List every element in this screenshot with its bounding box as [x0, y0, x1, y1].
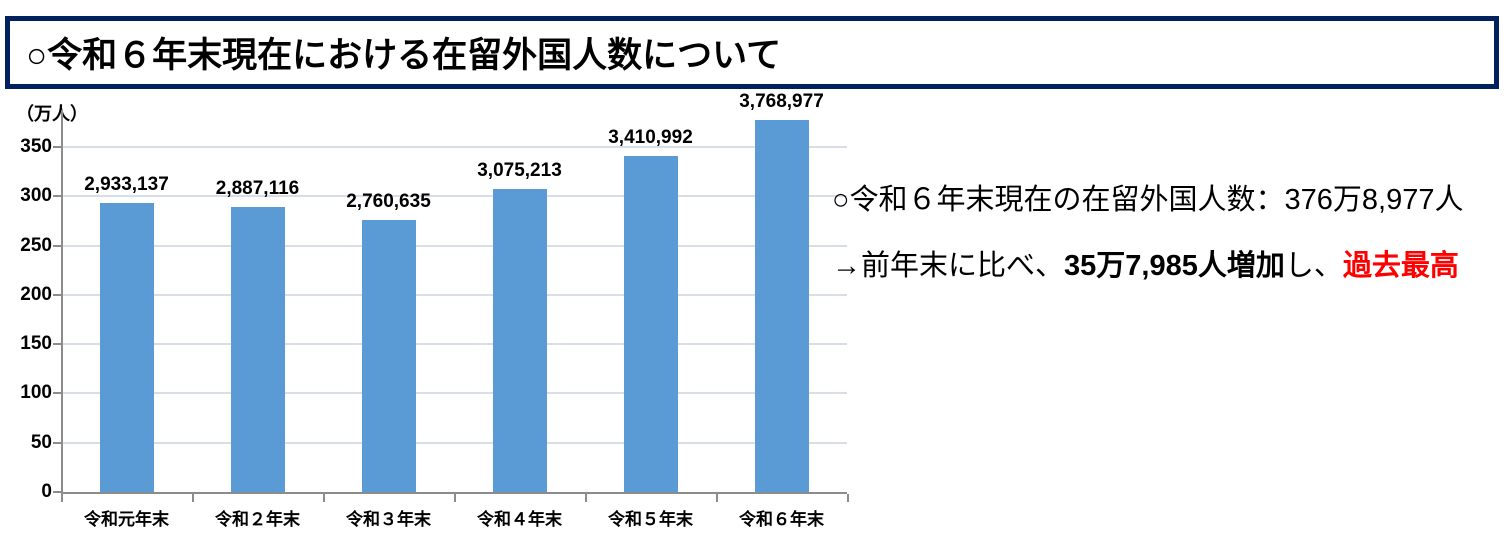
y-axis-tick-mark [53, 245, 61, 247]
summary-line-2-mid: し、 [1284, 250, 1343, 282]
summary-text: ○令和６年末現在の在留外国人数：376万8,977人 →前年末に比べ、35万7,… [832, 167, 1463, 299]
bar [492, 189, 547, 492]
x-axis-tick-mark [716, 494, 718, 502]
y-axis-tick-label: 100 [20, 382, 52, 403]
y-axis-tick-mark [53, 195, 61, 197]
bar [361, 220, 416, 492]
bar [99, 203, 154, 492]
x-axis-tick-mark [61, 494, 63, 502]
x-axis-tick-mark [454, 494, 456, 502]
x-axis-category-label: 令和５年末 [608, 510, 693, 529]
bar-value-label: 3,768,977 [739, 91, 824, 112]
gridline [63, 245, 847, 247]
x-axis-tick-mark [847, 494, 849, 502]
y-axis-line [61, 110, 63, 492]
bar [754, 120, 809, 492]
summary-increase-amount: 35万7,985人増加 [1064, 250, 1285, 282]
x-axis-category-label: 令和元年末 [84, 510, 169, 529]
title-banner: ○令和６年末現在における在留外国人数について [5, 16, 1499, 89]
gridline [63, 392, 847, 394]
y-axis-tick-label: 0 [41, 481, 52, 502]
gridline [63, 442, 847, 444]
gridline [63, 146, 847, 148]
bar [623, 156, 678, 492]
bar-chart: （万人） 0 50 100 150 200 250 300 350 2,933,137 令和元年末… [16, 91, 849, 529]
y-axis-tick-label: 150 [20, 333, 52, 354]
bar-value-label: 2,933,137 [84, 174, 169, 195]
x-axis-tick-mark [192, 494, 194, 502]
y-axis-unit-label: （万人） [16, 104, 88, 124]
summary-line-2: →前年末に比べ、35万7,985人増加し、過去最高 [832, 233, 1463, 299]
bar-value-label: 3,410,992 [608, 127, 693, 148]
bar-value-label: 2,760,635 [346, 191, 431, 212]
gridline [63, 294, 847, 296]
y-axis-tick-mark [53, 343, 61, 345]
y-axis-tick-label: 50 [30, 432, 52, 453]
bar-value-label: 3,075,213 [477, 160, 562, 181]
bar [230, 207, 285, 492]
y-axis-tick-mark [53, 294, 61, 296]
y-axis-tick-mark [53, 146, 61, 148]
y-axis-tick-mark [53, 392, 61, 394]
y-axis-tick-label: 300 [20, 185, 52, 206]
bar-value-label: 2,887,116 [215, 178, 300, 199]
gridline [63, 343, 847, 345]
y-axis-tick-label: 350 [20, 136, 52, 157]
x-axis-line [61, 492, 847, 494]
gridline [63, 195, 847, 197]
summary-record-high: 過去最高 [1342, 250, 1459, 282]
x-axis-category-label: 令和４年末 [477, 510, 562, 529]
x-axis-category-label: 令和６年末 [739, 510, 824, 529]
y-axis-tick-label: 200 [20, 284, 52, 305]
x-axis-category-label: 令和３年末 [346, 510, 431, 529]
y-axis-tick-mark [53, 442, 61, 444]
x-axis-tick-mark [323, 494, 325, 502]
y-axis-tick-label: 250 [20, 235, 52, 256]
page-title: ○令和６年末現在における在留外国人数について [26, 36, 782, 75]
summary-line-1: ○令和６年末現在の在留外国人数：376万8,977人 [832, 167, 1463, 233]
summary-line-2-prefix: →前年末に比べ、 [832, 250, 1065, 282]
x-axis-category-label: 令和２年末 [215, 510, 300, 529]
summary-line-1-text: ○令和６年末現在の在留外国人数：376万8,977人 [832, 184, 1464, 216]
y-axis-tick-mark [53, 491, 61, 493]
x-axis-tick-mark [585, 494, 587, 502]
